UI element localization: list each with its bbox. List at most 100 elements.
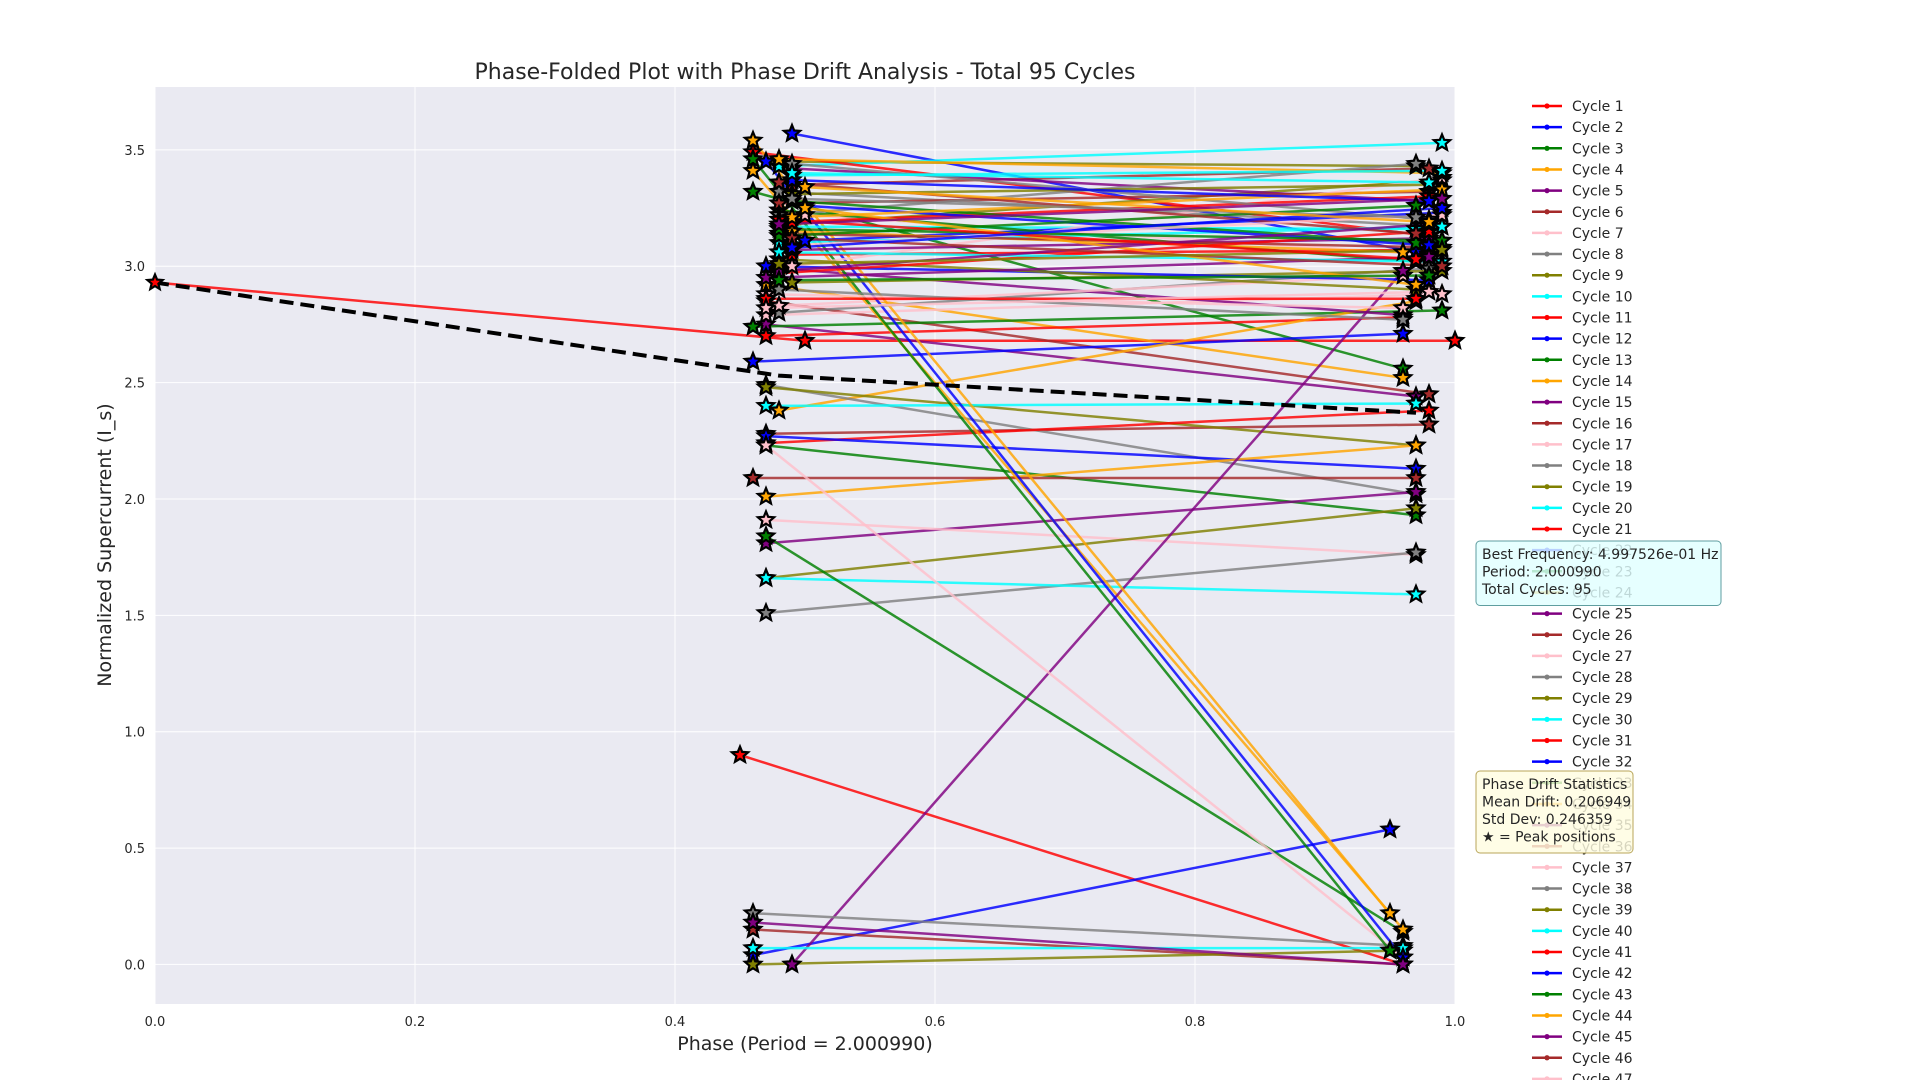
peak-star	[1431, 254, 1453, 276]
y-tick-label: 0.5	[124, 842, 145, 857]
peak-star	[755, 266, 777, 288]
peak-star	[1418, 264, 1440, 285]
peak-star	[1405, 222, 1427, 243]
legend-swatch-marker	[1544, 991, 1550, 997]
peak-star	[1405, 433, 1427, 455]
peak-star	[742, 466, 764, 488]
peak-star	[1418, 280, 1440, 302]
legend-label: Cycle 31	[1572, 734, 1633, 750]
series-line	[765, 383, 1417, 496]
legend-label: Cycle 8	[1572, 247, 1624, 263]
legend-swatch-marker	[1544, 928, 1550, 934]
legend-swatch-marker	[1544, 441, 1550, 447]
series-line	[791, 206, 1443, 249]
peak-star	[768, 147, 790, 169]
peak-star	[768, 399, 790, 420]
peak-star	[1431, 203, 1453, 225]
series-line	[752, 139, 1404, 931]
peak-star	[742, 911, 764, 932]
peak-star	[742, 180, 764, 201]
peak-star	[781, 236, 803, 257]
drift-line-group	[154, 280, 1417, 415]
legend-label: Cycle 6	[1572, 205, 1624, 221]
series-lines	[152, 131, 1458, 967]
legend-label: Cycle 47	[1572, 1072, 1633, 1080]
peak-star	[755, 394, 777, 416]
peak-star	[1392, 322, 1414, 343]
legend-swatch-marker	[1544, 759, 1550, 765]
legend-swatch-marker	[1544, 1076, 1550, 1080]
peak-star	[755, 485, 777, 506]
series-line	[791, 199, 1417, 245]
peak-star	[1392, 952, 1414, 974]
legend-label: Cycle 32	[1572, 755, 1633, 771]
series-line	[791, 178, 1430, 203]
series-line	[765, 423, 1430, 436]
series-line	[778, 197, 1443, 226]
legend-label: Cycle 15	[1572, 395, 1633, 411]
peak-star	[755, 531, 777, 553]
peak-star	[1431, 238, 1453, 260]
legend-label: Cycle 14	[1572, 374, 1633, 390]
legend-swatch-marker	[1544, 462, 1550, 469]
peak-star	[1392, 918, 1414, 939]
legend-swatch-marker	[1544, 420, 1550, 426]
peak-star	[1405, 466, 1427, 488]
peak-star	[755, 375, 777, 397]
legend-label: Cycle 27	[1572, 649, 1633, 665]
legend-swatch-marker	[1544, 145, 1550, 151]
legend-label: Cycle 19	[1572, 480, 1633, 496]
peak-star	[781, 168, 803, 190]
y-tick-label: 2.5	[124, 377, 145, 392]
legend-swatch-marker	[1544, 737, 1550, 744]
series-line	[804, 185, 1430, 224]
legend-swatch-marker	[1544, 1012, 1550, 1019]
y-tick-label: 0.0	[124, 958, 145, 973]
series-line	[778, 223, 1430, 273]
legend-label: Cycle 13	[1572, 353, 1633, 369]
legend-label: Cycle 4	[1572, 162, 1624, 178]
series-line	[778, 274, 1404, 308]
legend-label: Cycle 16	[1572, 416, 1633, 432]
legend-label: Cycle 40	[1572, 924, 1633, 940]
legend-swatch-marker	[1544, 336, 1550, 342]
series-line	[778, 274, 1430, 282]
info-box-line: Total Cycles: 95	[1481, 582, 1592, 598]
legend-swatch-marker	[1544, 251, 1550, 257]
peak-star	[742, 918, 764, 939]
series-line	[791, 197, 1417, 219]
legend-label: Cycle 42	[1572, 966, 1633, 982]
legend-swatch-marker	[1544, 632, 1550, 638]
peak-star	[1405, 582, 1427, 604]
peak-star	[742, 129, 764, 150]
y-tick-label: 3.0	[124, 260, 145, 275]
peak-star	[1405, 496, 1427, 518]
peak-star	[755, 324, 777, 346]
x-tick-label: 0.6	[925, 1015, 946, 1030]
peak-star	[1405, 231, 1427, 253]
info-box-line: Period: 2.000990	[1482, 565, 1602, 581]
legend-swatch-marker	[1544, 864, 1550, 871]
peak-star	[742, 315, 764, 336]
legend-label: Cycle 2	[1572, 120, 1624, 136]
peak-star	[781, 187, 803, 208]
info-box: Best Frequency: 4.997526e-01 Hz Period: 2…	[1475, 540, 1722, 606]
series-line	[752, 921, 1404, 966]
series-line	[765, 535, 1404, 933]
series-line	[765, 409, 1430, 445]
legend-label: Cycle 28	[1572, 670, 1633, 686]
stats-box-line: Phase Drift Statistics	[1482, 777, 1627, 793]
legend-swatch-marker	[1544, 399, 1550, 405]
peak-star	[1405, 205, 1427, 227]
peak-star	[794, 203, 816, 225]
series-line	[765, 444, 1417, 517]
legend-swatch-marker	[1544, 611, 1550, 617]
legend-label: Cycle 1	[1572, 99, 1624, 115]
series-line	[752, 309, 1443, 328]
legend-label: Cycle 45	[1572, 1030, 1633, 1046]
legend-swatch-marker	[1544, 653, 1550, 659]
legend-swatch-marker	[1544, 378, 1550, 384]
legend-swatch-marker	[1544, 124, 1550, 130]
legend-label: Cycle 30	[1572, 712, 1633, 728]
series-line	[765, 385, 1417, 447]
